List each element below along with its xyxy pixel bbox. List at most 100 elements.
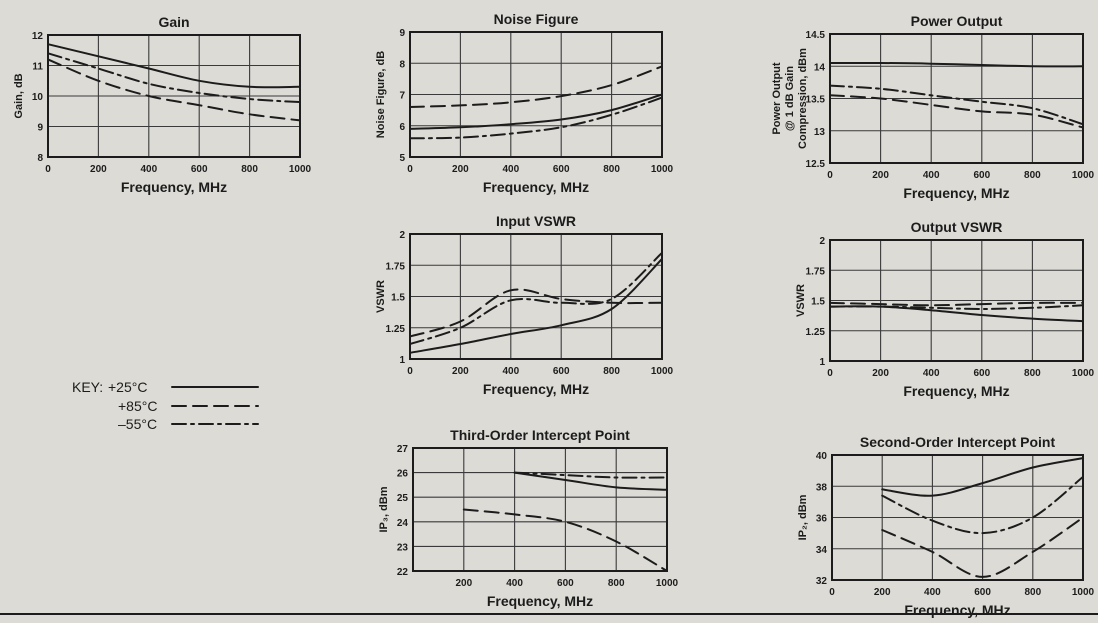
x-tick-label: 0 [829, 587, 835, 598]
x-tick-label: 400 [506, 578, 523, 589]
x-tick-label: 400 [502, 366, 519, 377]
x-axis-label: Frequency, MHz [903, 185, 1009, 201]
x-axis-label: Frequency, MHz [904, 602, 1010, 618]
y-axis-label: @ 1 dB Gain [784, 66, 796, 131]
y-tick-label: 1 [819, 357, 825, 368]
series-line [47, 43, 301, 89]
plot-frame [829, 239, 1084, 362]
series-line [881, 457, 1084, 497]
x-tick-label: 200 [452, 366, 469, 377]
series-line [513, 471, 668, 491]
series-line [881, 516, 1084, 578]
legend: KEY: +25°C +85°C –55°C [72, 379, 259, 432]
y-axis-label: VSWR [375, 280, 387, 313]
x-tick-label: 600 [974, 587, 991, 598]
series-line [409, 251, 663, 345]
y-tick-label: 34 [816, 545, 828, 556]
x-tick-label: 0 [407, 164, 413, 175]
chart-title: Input VSWR [496, 213, 576, 229]
y-tick-label: 9 [37, 123, 43, 134]
x-tick-label: 600 [553, 366, 570, 377]
y-tick-label: 6 [399, 122, 405, 133]
y-axis-label: IP₃, dBm [378, 486, 390, 532]
y-tick-label: 1.25 [386, 324, 406, 335]
series-line [881, 475, 1084, 535]
series-line [47, 58, 301, 122]
chart-panel: 0 200 400 600 800 1000 5 6 7 8 9 Noise Figure Freque… [375, 11, 674, 195]
x-tick-label: 1000 [289, 164, 312, 175]
x-tick-label: 1000 [1072, 170, 1095, 181]
series-line [409, 96, 663, 140]
series-line [829, 94, 1084, 129]
y-tick-label: 8 [37, 153, 43, 164]
series-line [829, 84, 1084, 126]
chart-panels: 0 200 400 600 800 100089101112GainFrequency, … [13, 11, 1095, 618]
x-axis-label: Frequency, MHz [483, 179, 589, 195]
legend-key-label: KEY: [72, 379, 103, 395]
y-tick-label: 38 [816, 482, 828, 493]
series-line [462, 508, 668, 572]
y-tick-label: 8 [399, 59, 405, 70]
x-tick-label: 600 [973, 368, 990, 379]
x-tick-label: 200 [90, 164, 107, 175]
x-axis-label: Frequency, MHz [121, 179, 227, 195]
x-tick-label: 1000 [656, 578, 679, 589]
chart-title: Second-Order Intercept Point [860, 434, 1056, 450]
x-tick-label: 1000 [1072, 368, 1095, 379]
y-tick-label: 10 [32, 92, 44, 103]
y-tick-label: 27 [397, 444, 409, 455]
series-line [409, 288, 663, 338]
x-tick-label: 600 [191, 164, 208, 175]
y-tick-label: 24 [397, 518, 409, 529]
y-tick-label: 36 [816, 514, 828, 525]
plot-frame [829, 33, 1084, 164]
chart-panel: 0 200 400 600 800 1000 12.5 13 13.5 14 14.5 Power O… [771, 13, 1095, 201]
x-tick-label: 800 [608, 578, 625, 589]
chart-title: Third-Order Intercept Point [450, 427, 630, 443]
y-tick-label: 14.5 [806, 30, 826, 41]
legend-entry-label-25c: +25°C [108, 379, 147, 395]
chart-title: Gain [158, 14, 189, 30]
series-line [409, 258, 663, 354]
x-tick-label: 0 [827, 368, 833, 379]
legend-entry-label-85c: +85°C [118, 398, 157, 414]
y-tick-label: 1.5 [811, 297, 825, 308]
y-axis-label: IP₂, dBm [797, 494, 809, 540]
x-tick-label: 200 [452, 164, 469, 175]
x-tick-label: 800 [241, 164, 258, 175]
y-tick-label: 1.75 [806, 266, 826, 277]
y-axis-label: Gain, dB [13, 73, 25, 118]
y-tick-label: 2 [819, 236, 825, 247]
series-line [829, 301, 1084, 307]
y-tick-label: 13.5 [806, 95, 826, 106]
x-tick-label: 1000 [651, 366, 674, 377]
x-tick-label: 400 [140, 164, 157, 175]
y-tick-label: 1.25 [806, 327, 826, 338]
x-tick-label: 600 [973, 170, 990, 181]
plot-frame [412, 447, 668, 572]
chart-panel: 0 200 400 600 800 1000 1 1.25 1.5 1.75 2 Output VSW… [795, 219, 1095, 399]
x-tick-label: 400 [923, 170, 940, 181]
x-tick-label: 200 [872, 170, 889, 181]
plot-frame [409, 31, 663, 158]
chart-panel: 0 200 400 600 800 1000 8 9 10 11 12 Gain Frequency, … [13, 14, 312, 195]
chart-title: Output VSWR [911, 219, 1003, 235]
x-tick-label: 800 [1024, 587, 1041, 598]
chart-title: Noise Figure [494, 11, 579, 27]
x-tick-label: 1000 [651, 164, 674, 175]
x-tick-label: 200 [455, 578, 472, 589]
x-tick-label: 0 [407, 366, 413, 377]
x-tick-label: 800 [1024, 170, 1041, 181]
chart-panel: 200 400 600 800 1000 22 23 24 25 26 27 Third-Order … [378, 427, 679, 609]
x-tick-label: 600 [553, 164, 570, 175]
plot-frame [831, 454, 1084, 581]
x-tick-label: 0 [45, 164, 51, 175]
y-tick-label: 1.5 [391, 293, 405, 304]
y-tick-label: 22 [397, 567, 409, 578]
chart-panel: 0 200 400 600 800 1000 32 34 36 38 40 Second-Order … [797, 434, 1095, 618]
y-axis-label: VSWR [795, 284, 807, 317]
series-line [829, 61, 1084, 68]
series-line [829, 304, 1084, 311]
y-tick-label: 7 [399, 91, 405, 102]
